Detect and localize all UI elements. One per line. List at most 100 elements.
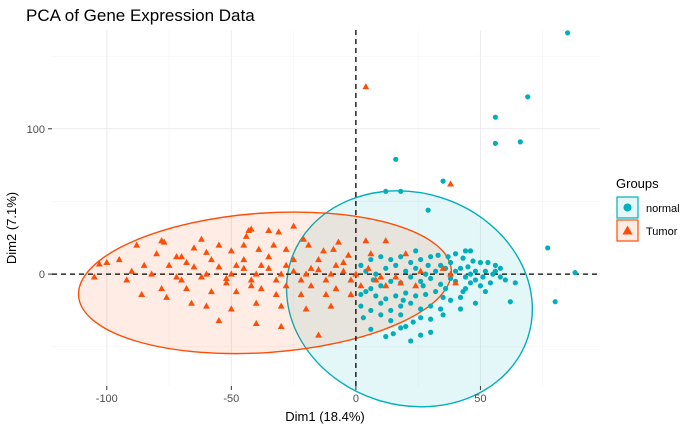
point-tumor — [95, 260, 103, 267]
point-tumor — [282, 245, 290, 252]
point-tumor — [160, 238, 168, 245]
point-tumor — [240, 255, 248, 263]
point-tumor — [402, 250, 410, 257]
legend-items: normal Tumor — [616, 196, 680, 242]
point-normal — [425, 262, 431, 268]
point-tumor — [307, 264, 315, 271]
point-normal — [435, 252, 441, 258]
point-tumor — [247, 282, 255, 289]
point-normal — [425, 207, 431, 213]
point-normal — [418, 315, 424, 321]
point-tumor — [240, 264, 248, 271]
point-tumor — [335, 238, 342, 245]
plot-area — [52, 30, 600, 408]
point-tumor — [140, 261, 148, 268]
point-normal — [472, 268, 479, 274]
point-tumor — [352, 270, 360, 277]
point-normal — [393, 262, 399, 268]
point-normal — [462, 248, 469, 254]
point-normal — [482, 268, 489, 274]
point-normal — [398, 254, 404, 260]
legend-item-normal: normal — [616, 196, 680, 219]
point-tumor — [447, 270, 454, 277]
point-normal — [358, 291, 364, 298]
point-normal — [403, 290, 409, 296]
point-normal — [457, 294, 464, 300]
ellipse-normal — [285, 190, 534, 408]
point-normal — [552, 299, 558, 305]
point-normal — [418, 256, 424, 263]
point-tumor — [307, 282, 315, 289]
point-normal — [410, 319, 416, 325]
point-tumor — [302, 270, 310, 277]
point-tumor — [382, 282, 390, 289]
point-tumor — [297, 290, 305, 297]
point-normal — [388, 318, 394, 324]
point-tumor — [347, 276, 355, 283]
point-normal — [413, 265, 419, 271]
point-tumor — [382, 237, 390, 244]
point-normal — [440, 294, 446, 300]
point-tumor — [245, 226, 253, 234]
point-normal — [457, 306, 464, 312]
legend-circle-icon — [623, 203, 632, 212]
point-normal — [437, 306, 444, 312]
point-tumor — [252, 319, 260, 327]
point-normal — [507, 299, 513, 305]
legend-label: Tumor — [646, 226, 678, 238]
point-normal — [437, 262, 444, 268]
grid-lines — [52, 30, 600, 386]
point-normal — [398, 312, 404, 318]
point-normal — [378, 312, 384, 318]
point-tumor — [265, 264, 273, 271]
legend-triangle-icon — [622, 225, 633, 235]
point-tumor — [282, 261, 290, 268]
point-tumor — [340, 258, 347, 266]
x-tick-label: 50 — [474, 393, 486, 405]
point-tumor — [347, 290, 355, 297]
y-tick-label: 0 — [39, 269, 45, 281]
y-axis-title: Dim2 (7.1%) — [4, 192, 19, 264]
point-tumor — [327, 302, 335, 309]
point-tumor — [198, 235, 205, 242]
point-normal — [447, 275, 454, 282]
data-points — [90, 30, 578, 344]
point-tumor — [232, 287, 240, 295]
point-normal — [403, 323, 409, 330]
point-tumor — [252, 299, 260, 306]
point-tumor — [315, 266, 322, 273]
point-tumor — [357, 282, 365, 289]
point-tumor — [148, 270, 156, 277]
point-tumor — [123, 276, 131, 283]
point-normal — [460, 288, 466, 295]
point-tumor — [203, 302, 210, 309]
point-tumor — [133, 241, 141, 248]
point-normal — [358, 262, 364, 268]
point-tumor — [439, 264, 447, 271]
point-normal — [408, 338, 414, 344]
point-normal — [572, 270, 578, 276]
point-tumor — [412, 282, 420, 289]
point-normal — [477, 283, 484, 289]
point-tumor — [215, 241, 223, 248]
ellipse-tumor — [77, 211, 453, 355]
point-tumor — [272, 276, 280, 283]
point-tumor — [227, 270, 235, 277]
point-normal — [565, 30, 571, 36]
point-normal — [408, 259, 414, 266]
point-tumor — [290, 255, 298, 263]
point-tumor — [255, 245, 263, 252]
point-normal — [440, 178, 446, 184]
legend-item-tumor: Tumor — [616, 219, 678, 242]
point-tumor — [232, 261, 240, 268]
point-normal — [460, 255, 466, 261]
point-tumor — [198, 273, 205, 280]
point-tumor — [332, 261, 340, 268]
point-tumor — [173, 253, 180, 260]
point-normal — [413, 248, 419, 254]
point-tumor — [242, 232, 250, 239]
point-normal — [433, 268, 439, 274]
point-tumor — [163, 293, 171, 300]
point-tumor — [207, 287, 215, 295]
